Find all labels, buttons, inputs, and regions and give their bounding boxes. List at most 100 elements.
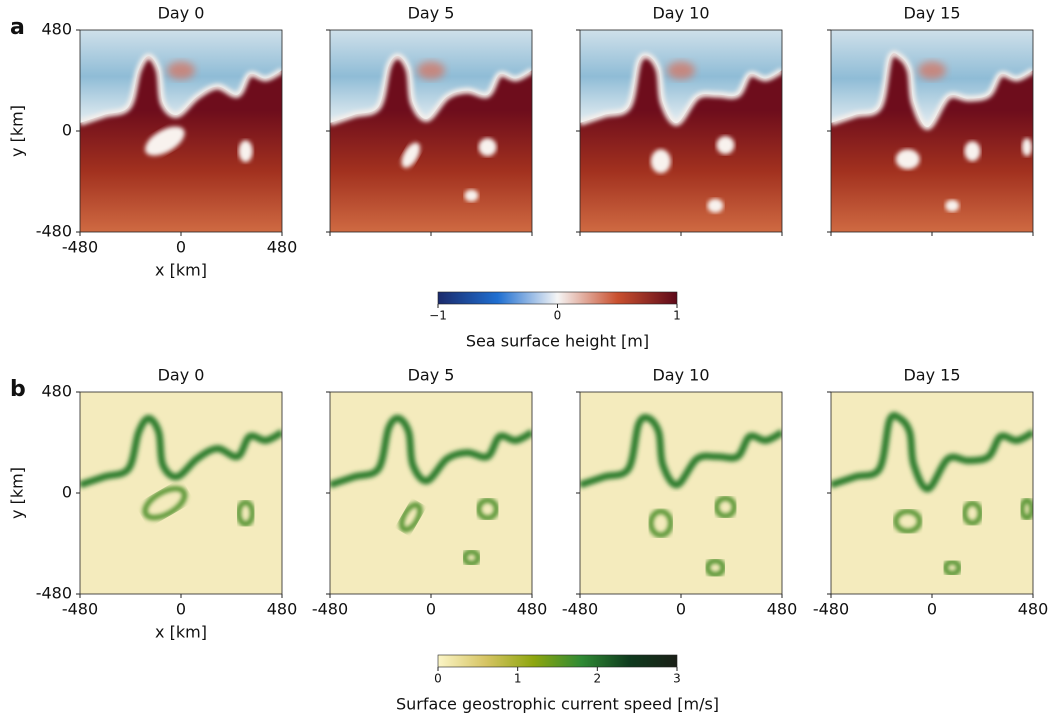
field	[580, 392, 782, 594]
speed-eddy	[1019, 497, 1033, 521]
x-tick-label: 480	[267, 600, 298, 619]
speed-eddy	[713, 495, 737, 519]
speed-background	[80, 392, 282, 594]
speed-eddy	[476, 497, 500, 521]
ssh-eddy	[1021, 138, 1032, 157]
x-tick-label: 0	[176, 600, 186, 619]
panel-title: Day 5	[408, 366, 455, 385]
ssh-eddy	[401, 142, 421, 168]
x-tick-label: -480	[62, 238, 98, 257]
colorbar-tick-label: 2	[594, 672, 602, 686]
x-tick-label: 480	[1018, 600, 1049, 619]
speed-eddy	[399, 502, 423, 533]
x-tick-label: -480	[62, 600, 98, 619]
x-tick-label: -480	[562, 600, 598, 619]
ssh-blob	[918, 61, 946, 80]
ssh-eddy	[145, 126, 185, 156]
panel-title: Day 10	[652, 366, 709, 385]
y-axis-label: y [km]	[8, 467, 27, 519]
x-tick-label: 480	[517, 600, 548, 619]
speed-front	[831, 411, 1033, 493]
y-tick-label: 0	[62, 483, 72, 502]
field	[580, 30, 782, 232]
y-tick-label: 0	[62, 121, 72, 140]
ssh-eddy	[716, 136, 735, 155]
colorbar	[437, 654, 678, 668]
speed-eddy	[236, 499, 256, 527]
colorbar-tick-label: 1	[673, 309, 681, 323]
ssh-eddy	[464, 189, 479, 202]
colorbar-tick-label: 0	[434, 672, 442, 686]
map-panel	[579, 29, 783, 233]
ssh-front	[580, 52, 782, 126]
x-tick-label: -480	[813, 600, 849, 619]
field	[80, 392, 282, 594]
speed-eddy	[648, 508, 674, 538]
x-tick-label: 0	[927, 600, 937, 619]
x-tick-label: 0	[426, 600, 436, 619]
y-tick-label: 480	[41, 20, 72, 39]
x-axis-label: x [km]	[155, 623, 207, 642]
panel-label: b	[10, 377, 26, 402]
y-axis-label: y [km]	[8, 105, 27, 157]
speed-background	[330, 392, 532, 594]
ssh-front	[330, 53, 532, 126]
speed-front	[330, 414, 532, 489]
map-panel	[830, 29, 1034, 233]
ssh-blob	[417, 61, 445, 80]
ssh-eddy	[964, 141, 981, 162]
map-panel	[329, 391, 533, 595]
speed-background	[831, 392, 1033, 594]
speed-background	[580, 392, 782, 594]
x-axis-label: x [km]	[155, 261, 207, 280]
panel-title: Day 10	[652, 4, 709, 23]
ssh-eddy	[895, 149, 920, 170]
x-tick-label: 0	[676, 600, 686, 619]
ssh-eddy	[650, 149, 671, 174]
ssh-blob	[667, 61, 695, 80]
colorbar-label: Sea surface height [m]	[466, 332, 649, 351]
panel-title: Day 15	[903, 4, 960, 23]
panel-title: Day 15	[903, 366, 960, 385]
x-tick-label: 480	[767, 600, 798, 619]
x-tick-label: -480	[312, 600, 348, 619]
speed-eddy	[961, 500, 983, 526]
ssh-blob	[167, 61, 195, 80]
speed-eddy	[461, 549, 481, 567]
speed-front	[580, 413, 782, 489]
y-tick-label: -480	[36, 584, 72, 603]
panel-title: Day 5	[408, 4, 455, 23]
field	[831, 30, 1033, 232]
colorbar-tick-label: 1	[514, 672, 522, 686]
ssh-eddy	[945, 199, 960, 212]
ssh-eddy	[478, 138, 497, 157]
speed-eddy	[942, 559, 962, 577]
field	[330, 392, 532, 594]
colorbar-tick-label: 0	[554, 309, 562, 323]
panel-title: Day 0	[158, 4, 205, 23]
ssh-front	[80, 53, 282, 126]
field	[831, 392, 1033, 594]
y-tick-label: -480	[36, 222, 72, 241]
speed-eddy	[142, 486, 188, 521]
map-panel	[79, 29, 283, 233]
ssh-front	[831, 50, 1033, 130]
speed-eddy	[893, 508, 923, 534]
y-tick-label: 480	[41, 382, 72, 401]
field	[80, 30, 282, 232]
map-panel	[79, 391, 283, 595]
colorbar-tick-label: −1	[429, 309, 447, 323]
speed-front	[80, 414, 282, 489]
map-panel	[830, 391, 1034, 595]
field	[330, 30, 532, 232]
colorbar-tick-label: 3	[673, 672, 681, 686]
ssh-eddy	[707, 198, 724, 213]
speed-eddy	[704, 558, 726, 578]
map-panel	[579, 391, 783, 595]
panel-title: Day 0	[158, 366, 205, 385]
colorbar-label: Surface geostrophic current speed [m/s]	[396, 695, 719, 714]
x-tick-label: 0	[176, 238, 186, 257]
map-panel	[329, 29, 533, 233]
panel-label: a	[10, 15, 25, 40]
